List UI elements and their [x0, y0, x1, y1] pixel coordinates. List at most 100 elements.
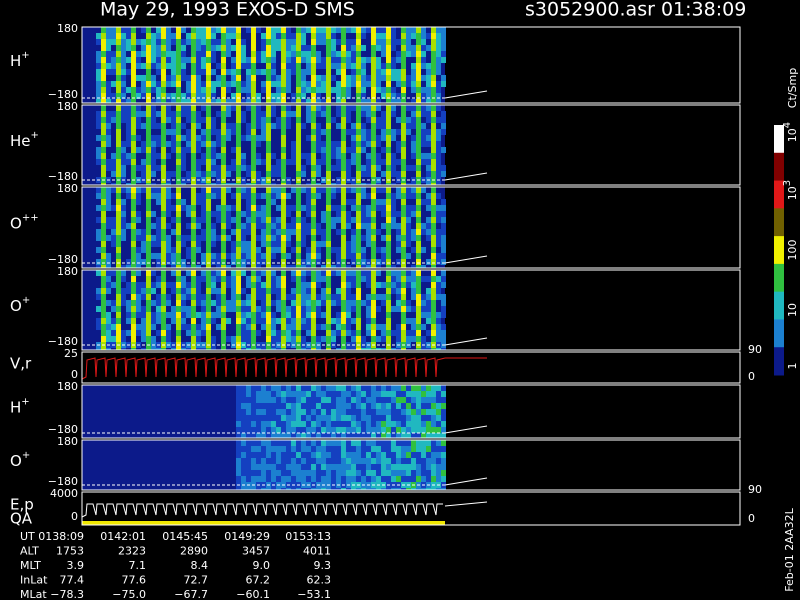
cell: [211, 117, 216, 123]
cell: [196, 217, 201, 223]
cell: [116, 171, 121, 177]
cell: [406, 300, 411, 306]
cell: [271, 421, 276, 427]
cell: [211, 69, 216, 75]
cell: [231, 183, 236, 185]
cell: [376, 205, 381, 211]
cell: [286, 81, 291, 87]
cell: [336, 421, 341, 427]
cell: [281, 306, 286, 312]
cell: [406, 458, 411, 464]
cell: [281, 247, 286, 253]
cell: [341, 111, 346, 117]
cell: [431, 318, 436, 324]
cell: [401, 470, 406, 476]
cell: [261, 415, 266, 421]
cell: [401, 147, 406, 153]
cell: [411, 135, 416, 141]
cell: [306, 470, 311, 476]
cell: [276, 427, 281, 433]
cell: [346, 75, 351, 81]
cell: [286, 403, 291, 409]
cell: [141, 159, 146, 165]
cell: [416, 223, 421, 229]
cell: [311, 433, 316, 438]
cell: [171, 99, 176, 103]
cell: [151, 147, 156, 153]
cell: [191, 93, 196, 99]
cell: [341, 235, 346, 241]
cell: [311, 27, 316, 33]
cell: [166, 141, 171, 147]
cell: [311, 348, 316, 350]
cell: [161, 288, 166, 294]
cell: [256, 205, 261, 211]
cell: [146, 99, 151, 103]
cell: [306, 318, 311, 324]
cell: [316, 187, 321, 193]
cell: [391, 183, 396, 185]
cell: [136, 57, 141, 63]
cell: [311, 45, 316, 51]
cell: [401, 464, 406, 470]
panel-frame: [81, 439, 741, 491]
cell: [131, 81, 136, 87]
cell: [181, 348, 186, 350]
cell: [281, 63, 286, 69]
cell: [261, 452, 266, 458]
cell: [401, 165, 406, 171]
cell: [311, 476, 316, 482]
cell: [346, 57, 351, 63]
cell: [116, 147, 121, 153]
cell: [171, 93, 176, 99]
cell: [186, 282, 191, 288]
cell: [136, 87, 141, 93]
cell: [386, 123, 391, 129]
cell: [296, 199, 301, 205]
cell: [271, 409, 276, 415]
cell: [146, 147, 151, 153]
cell: [366, 409, 371, 415]
cell: [231, 165, 236, 171]
cell: [276, 39, 281, 45]
cell: [276, 421, 281, 427]
cell: [211, 183, 216, 185]
cell: [126, 159, 131, 165]
cell: [176, 69, 181, 75]
cell: [431, 324, 436, 330]
cell: [181, 205, 186, 211]
cell: [411, 385, 416, 391]
cell: [176, 129, 181, 135]
cell: [386, 171, 391, 177]
cell: [421, 470, 426, 476]
cell: [281, 135, 286, 141]
cell: [361, 488, 366, 490]
colorbar-segment: [774, 180, 784, 209]
cell: [181, 75, 186, 81]
cell: [396, 403, 401, 409]
cell: [406, 421, 411, 427]
cell: [421, 391, 426, 397]
cell: [411, 211, 416, 217]
cell: [211, 276, 216, 282]
cell: [411, 81, 416, 87]
cell: [241, 385, 246, 391]
cell: [111, 33, 116, 39]
cell: [266, 147, 271, 153]
table-cell: 7.1: [129, 559, 147, 572]
cell: [351, 306, 356, 312]
cell: [236, 69, 241, 75]
cell: [161, 183, 166, 185]
cell: [321, 421, 326, 427]
cell: [411, 470, 416, 476]
cell: [416, 93, 421, 99]
cell: [321, 27, 326, 33]
cell: [351, 336, 356, 342]
cell: [361, 476, 366, 482]
cell: [251, 105, 256, 111]
cell: [296, 229, 301, 235]
cell: [386, 464, 391, 470]
cell: [351, 488, 356, 490]
cell: [161, 229, 166, 235]
cell: [386, 452, 391, 458]
